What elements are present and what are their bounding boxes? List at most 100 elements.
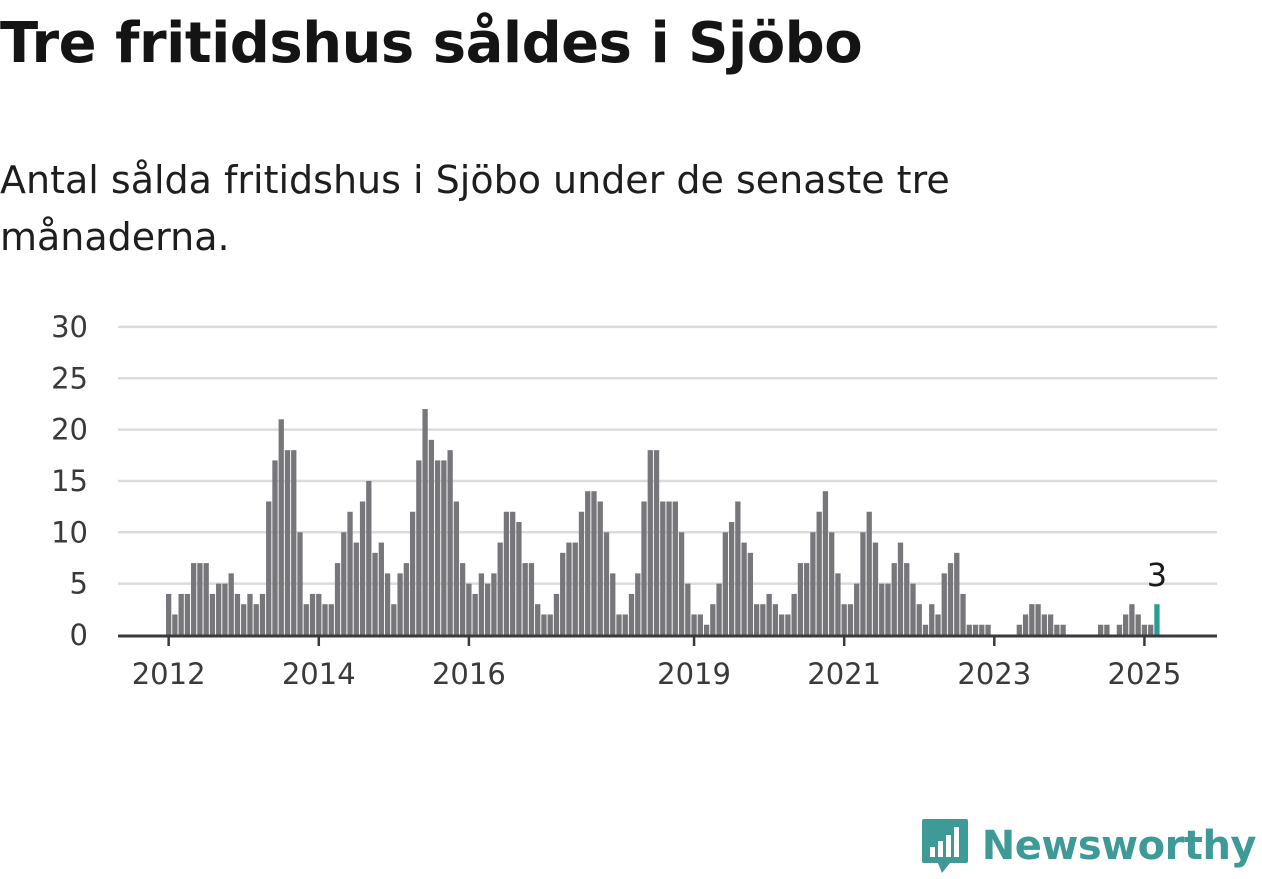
bar	[641, 501, 647, 635]
bar	[197, 563, 203, 635]
bar	[741, 542, 747, 635]
bar-highlight	[1154, 604, 1160, 635]
bar	[510, 511, 516, 635]
bar	[166, 593, 172, 635]
bar	[610, 573, 616, 635]
bar	[810, 532, 816, 635]
bar	[178, 593, 184, 635]
bar	[359, 501, 366, 635]
bar	[910, 583, 916, 635]
bar	[247, 593, 253, 635]
bar	[628, 593, 635, 635]
annotations: 3	[1147, 556, 1167, 594]
bar	[772, 604, 779, 635]
bar	[616, 614, 622, 635]
bar	[416, 460, 422, 635]
bar	[1016, 624, 1022, 635]
bar	[328, 604, 334, 635]
bar	[566, 542, 572, 635]
bar	[459, 563, 466, 635]
bar	[347, 511, 353, 635]
bar	[209, 593, 216, 635]
bar	[753, 604, 760, 635]
bar	[860, 532, 866, 635]
bar	[985, 624, 991, 635]
bar	[966, 624, 972, 635]
bar	[960, 593, 966, 635]
bar	[735, 501, 741, 635]
bar	[922, 624, 929, 635]
latest-value-label: 3	[1147, 556, 1167, 594]
bar	[428, 439, 435, 635]
bar	[372, 552, 378, 635]
gridlines	[118, 325, 1217, 585]
bar	[522, 563, 528, 635]
bar	[722, 532, 728, 635]
bar	[603, 532, 610, 635]
bar	[972, 624, 979, 635]
bar	[409, 511, 416, 635]
bar	[747, 552, 754, 635]
bar	[497, 542, 503, 635]
bar	[560, 552, 566, 635]
bar	[929, 604, 935, 635]
bar	[322, 604, 328, 635]
newsworthy-logo-icon	[921, 819, 968, 873]
bar	[184, 593, 191, 635]
bar	[797, 563, 804, 635]
bar	[547, 614, 553, 635]
x-tick-label: 2019	[657, 657, 731, 691]
bar	[785, 614, 791, 635]
bar	[703, 624, 710, 635]
bar	[441, 460, 447, 635]
bar	[334, 563, 341, 635]
bar	[697, 614, 703, 635]
bar	[854, 583, 860, 635]
bar	[272, 460, 278, 635]
bar	[403, 563, 409, 635]
bar	[941, 573, 947, 635]
bar	[1148, 624, 1154, 635]
newsworthy-logo: Newsworthy	[920, 817, 1257, 875]
bar	[1022, 614, 1029, 635]
bar	[691, 614, 697, 635]
bar	[835, 573, 841, 635]
bar	[1097, 624, 1104, 635]
bar	[341, 532, 347, 635]
chart-title: Tre fritidshus såldes i Sjöbo	[0, 11, 863, 76]
bar	[1029, 604, 1035, 635]
bar	[266, 501, 272, 635]
x-tick-label: 2023	[957, 657, 1031, 691]
chart-subtitle: Antal sålda fritidshus i Sjöbo under de …	[0, 158, 950, 259]
bar	[1035, 604, 1041, 635]
bar	[278, 419, 284, 635]
bar	[622, 614, 628, 635]
bar	[685, 583, 691, 635]
bar	[829, 532, 835, 635]
bar	[816, 511, 822, 635]
bar	[866, 511, 872, 635]
bar	[597, 501, 603, 635]
bar	[904, 563, 910, 635]
bar	[954, 552, 960, 635]
bar	[591, 491, 597, 635]
y-tick-label: 30	[51, 310, 88, 344]
bar	[528, 563, 535, 635]
bar	[678, 532, 685, 635]
bar	[1054, 624, 1060, 635]
bar	[284, 450, 291, 635]
bar	[672, 501, 678, 635]
bar	[804, 563, 810, 635]
bar	[1116, 624, 1123, 635]
bar	[778, 614, 785, 635]
bar	[1041, 614, 1047, 635]
bar	[647, 450, 653, 635]
bar	[979, 624, 985, 635]
bar	[253, 604, 259, 635]
bar	[491, 573, 497, 635]
bar	[885, 583, 891, 635]
bar	[1047, 614, 1054, 635]
bar	[366, 480, 372, 635]
bar	[766, 593, 772, 635]
bar	[384, 573, 391, 635]
